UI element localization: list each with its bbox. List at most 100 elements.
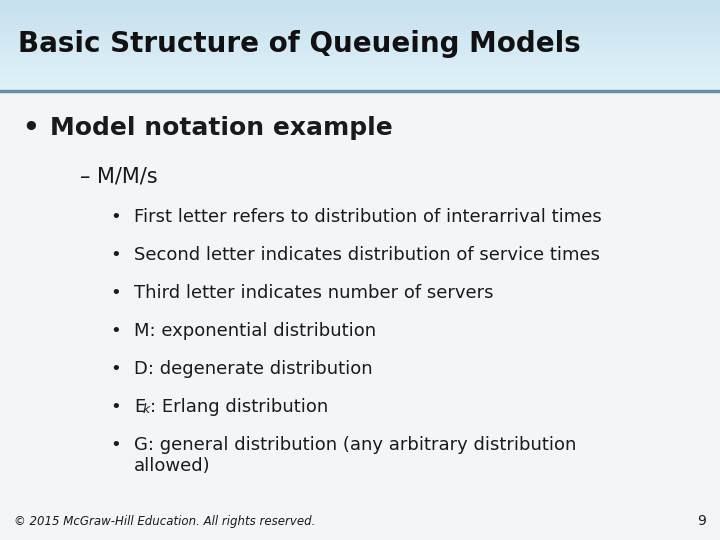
Bar (0, 65, 720, 66)
Bar (0, 60, 720, 62)
Bar (0, 51, 720, 52)
Bar (0, 16, 720, 17)
Bar (0, 72, 720, 73)
Text: •: • (110, 360, 121, 378)
Text: •: • (110, 398, 121, 416)
Bar (0, 43, 720, 44)
Bar (0, 55, 720, 56)
Bar (0, 67, 720, 68)
Bar (0, 14, 720, 16)
Bar (0, 87, 720, 88)
Bar (0, 59, 720, 60)
Text: 9: 9 (697, 514, 706, 528)
Text: •: • (22, 116, 39, 142)
Text: Third letter indicates number of servers: Third letter indicates number of servers (134, 284, 493, 302)
Text: Model notation example: Model notation example (50, 116, 392, 140)
Text: •: • (110, 284, 121, 302)
Bar (0, 50, 720, 51)
Bar (0, 58, 720, 59)
Bar (0, 11, 720, 12)
Text: •: • (110, 322, 121, 340)
Bar (0, 42, 720, 43)
Text: First letter refers to distribution of interarrival times: First letter refers to distribution of i… (134, 208, 602, 226)
Bar (0, 80, 720, 82)
Bar (0, 76, 720, 77)
Bar (0, 9, 720, 10)
Bar (0, 78, 720, 79)
Bar (0, 53, 720, 54)
Bar (0, 3, 720, 4)
Bar (0, 6, 720, 8)
Bar (0, 64, 720, 65)
Bar (0, 79, 720, 80)
Text: – M/M/s: – M/M/s (80, 166, 158, 186)
Text: G: general distribution (any arbitrary distribution
allowed): G: general distribution (any arbitrary d… (134, 436, 577, 475)
Bar (0, 69, 720, 70)
Bar (0, 68, 720, 69)
Bar (0, 12, 720, 13)
Bar (0, 26, 720, 28)
Bar (0, 38, 720, 39)
Bar (0, 29, 720, 30)
Bar (0, 52, 720, 53)
Bar (0, 48, 720, 49)
Bar (0, 37, 720, 38)
Bar (0, 56, 720, 57)
Bar (0, 62, 720, 63)
Text: E: E (134, 398, 145, 416)
Bar (0, 84, 720, 85)
Bar (0, 18, 720, 19)
Bar (0, 21, 720, 22)
Text: : Erlang distribution: : Erlang distribution (150, 398, 328, 416)
Bar (0, 2, 720, 3)
Text: Second letter indicates distribution of service times: Second letter indicates distribution of … (134, 246, 600, 264)
Bar (0, 75, 720, 76)
Bar (0, 85, 720, 86)
Bar (0, 30, 720, 31)
Bar (0, 83, 720, 84)
Text: Basic Structure of Queueing Models: Basic Structure of Queueing Models (18, 30, 581, 58)
Bar (0, 23, 720, 24)
Bar (0, 57, 720, 58)
Bar (0, 36, 720, 37)
Bar (0, 13, 720, 14)
Bar (0, 39, 720, 40)
Bar (0, 73, 720, 75)
Bar (0, 20, 720, 21)
Bar (0, 45, 720, 46)
Text: © 2015 McGraw-Hill Education. All rights reserved.: © 2015 McGraw-Hill Education. All rights… (14, 515, 315, 528)
Bar (0, 49, 720, 50)
Bar (0, 54, 720, 55)
Bar (0, 44, 720, 45)
Bar (0, 32, 720, 33)
Bar (0, 17, 720, 18)
Bar (0, 5, 720, 6)
Bar (0, 46, 720, 48)
Bar (0, 0, 720, 1)
Bar (0, 34, 720, 35)
Bar (0, 31, 720, 32)
Bar (0, 28, 720, 29)
Text: •: • (110, 246, 121, 264)
Text: D: degenerate distribution: D: degenerate distribution (134, 360, 373, 378)
Bar (0, 25, 720, 26)
Bar (0, 8, 720, 9)
Bar (0, 1, 720, 2)
Bar (0, 24, 720, 25)
Bar (0, 10, 720, 11)
Text: •: • (110, 436, 121, 454)
Bar (0, 22, 720, 23)
Bar (0, 70, 720, 71)
Bar (0, 71, 720, 72)
Bar (0, 4, 720, 5)
Text: M: exponential distribution: M: exponential distribution (134, 322, 376, 340)
Text: •: • (110, 208, 121, 226)
Bar (0, 40, 720, 42)
Bar (0, 35, 720, 36)
Bar (0, 77, 720, 78)
Bar (0, 19, 720, 20)
Bar (0, 66, 720, 67)
Text: k: k (143, 403, 150, 416)
Bar (0, 33, 720, 34)
Bar (0, 82, 720, 83)
